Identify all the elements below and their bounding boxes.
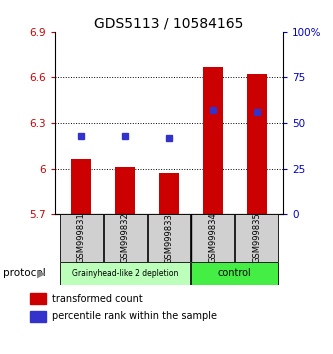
FancyBboxPatch shape xyxy=(60,214,103,262)
FancyBboxPatch shape xyxy=(191,214,234,262)
Bar xyxy=(115,167,135,214)
Text: protocol: protocol xyxy=(3,268,46,279)
Text: GSM999835: GSM999835 xyxy=(252,213,261,263)
Text: Grainyhead-like 2 depletion: Grainyhead-like 2 depletion xyxy=(72,269,178,278)
Text: GSM999832: GSM999832 xyxy=(121,213,130,263)
Text: GSM999834: GSM999834 xyxy=(208,213,217,263)
FancyBboxPatch shape xyxy=(148,214,190,262)
Bar xyxy=(30,293,46,304)
Bar xyxy=(30,311,46,322)
Text: GSM999833: GSM999833 xyxy=(165,213,173,263)
Text: control: control xyxy=(218,268,252,279)
Bar xyxy=(71,160,91,214)
Text: percentile rank within the sample: percentile rank within the sample xyxy=(52,312,216,321)
FancyBboxPatch shape xyxy=(60,262,190,285)
FancyBboxPatch shape xyxy=(235,214,278,262)
FancyBboxPatch shape xyxy=(191,262,278,285)
Title: GDS5113 / 10584165: GDS5113 / 10584165 xyxy=(94,17,244,31)
Bar xyxy=(203,67,223,214)
FancyBboxPatch shape xyxy=(104,214,147,262)
Text: ▶: ▶ xyxy=(37,268,45,279)
Bar xyxy=(159,173,179,214)
Bar xyxy=(247,74,267,214)
Text: transformed count: transformed count xyxy=(52,294,142,304)
Text: GSM999831: GSM999831 xyxy=(77,213,86,263)
